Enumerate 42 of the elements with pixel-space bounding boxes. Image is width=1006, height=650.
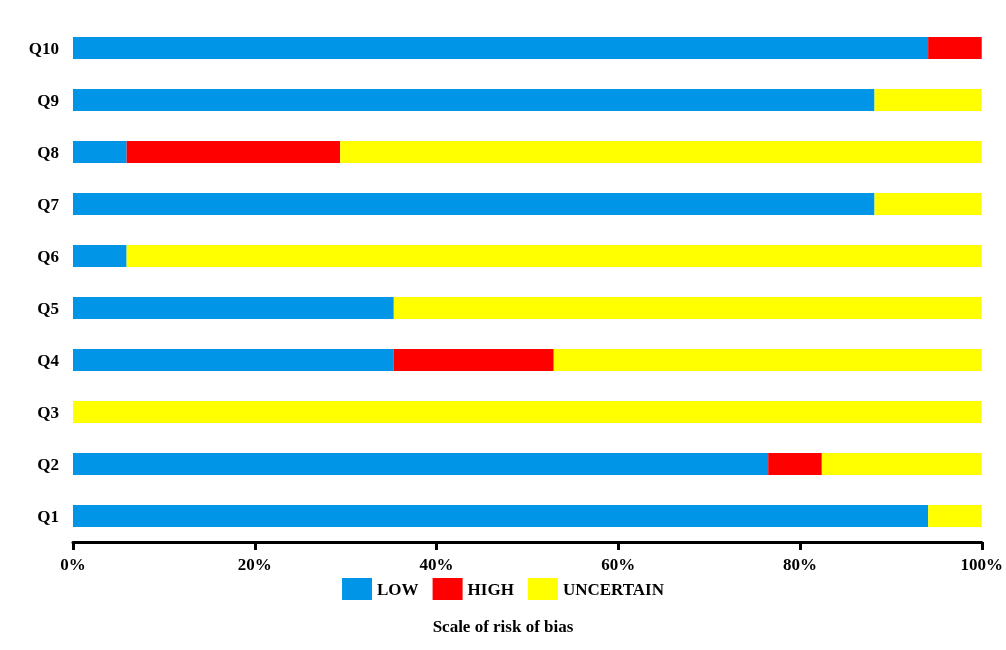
- bar: [73, 245, 127, 267]
- bar: [874, 193, 982, 215]
- bar: [553, 349, 982, 371]
- y-tick-label: Q8: [37, 142, 59, 162]
- bar: [73, 349, 394, 371]
- y-tick-label: Q10: [28, 38, 59, 58]
- legend-label: UNCERTAIN: [562, 579, 665, 599]
- bar: [73, 401, 982, 423]
- y-tick-label: Q1: [37, 506, 59, 526]
- y-tick-label: Q3: [37, 402, 59, 422]
- bar: [73, 297, 394, 319]
- bar: [928, 505, 982, 527]
- y-tick-label: Q4: [37, 350, 60, 370]
- legend-title: Scale of risk of bias: [432, 617, 574, 636]
- bar: [73, 453, 769, 475]
- x-tick-label: 40%: [419, 555, 454, 574]
- legend-label: LOW: [377, 579, 419, 599]
- bar: [73, 141, 127, 163]
- bar: [126, 245, 982, 267]
- bar: [821, 453, 982, 475]
- bar: [928, 37, 982, 59]
- y-tick-label: Q9: [37, 90, 59, 110]
- bar: [73, 193, 875, 215]
- bar: [73, 37, 929, 59]
- y-tick-label: Q2: [37, 454, 59, 474]
- x-tick-label: 0%: [60, 555, 86, 574]
- bar: [73, 505, 929, 527]
- bar: [768, 453, 822, 475]
- x-tick-label: 80%: [783, 555, 817, 574]
- bar: [126, 141, 341, 163]
- x-tick-label: 20%: [237, 555, 272, 574]
- x-tick-label: 100%: [960, 555, 1003, 574]
- legend-label: HIGH: [467, 579, 514, 599]
- y-tick-label: Q7: [37, 194, 60, 214]
- y-tick-label: Q6: [37, 246, 59, 266]
- bar: [874, 89, 982, 111]
- bar: [73, 89, 875, 111]
- bar: [393, 349, 554, 371]
- x-tick-label: 60%: [601, 555, 636, 574]
- bar: [393, 297, 982, 319]
- y-tick-label: Q5: [37, 298, 59, 318]
- bar: [340, 141, 982, 163]
